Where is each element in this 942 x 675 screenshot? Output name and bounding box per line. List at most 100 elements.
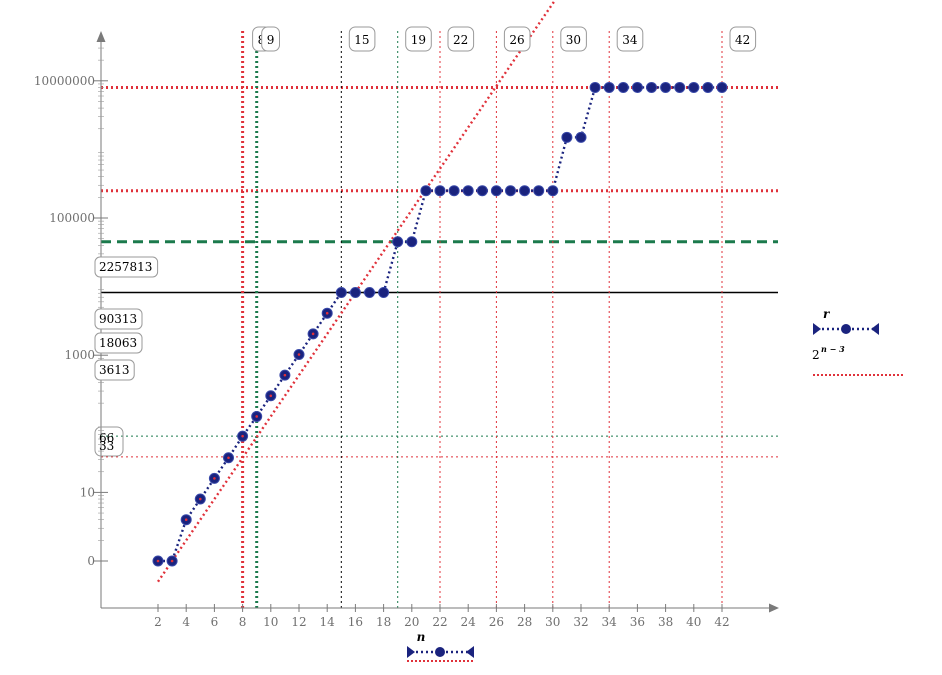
- legend-label-power-exponent: n − 3: [821, 344, 845, 354]
- series-power-overlay-11: [283, 373, 287, 377]
- x-tick-label-34: 34: [602, 615, 618, 629]
- series-r-point-37: [646, 81, 657, 93]
- series-r-point-42: [716, 81, 728, 93]
- v-marker-label-9: 9: [267, 33, 275, 47]
- v-marker-label-box-26: [503, 26, 531, 52]
- v-marker-label-34: 34: [622, 33, 638, 47]
- x-tick-label-14: 14: [320, 615, 336, 629]
- vertical-marker-labels: 8915192226303442: [252, 26, 757, 52]
- x-tick-label-24: 24: [461, 615, 477, 629]
- x-axis-legend-swatch: [407, 646, 474, 658]
- h-marker-label-box-3613: [94, 359, 135, 381]
- y-tick-label-10: 10: [80, 485, 95, 499]
- x-tick-label-30: 30: [545, 615, 560, 629]
- x-tick-label-38: 38: [658, 615, 673, 629]
- series-r-point-15: [335, 287, 347, 299]
- x-axis-title-group: n: [407, 630, 474, 662]
- series-r-point-38: [660, 81, 672, 93]
- series-r-point-31: [561, 131, 573, 143]
- x-tick-label-36: 36: [630, 615, 645, 629]
- series-r-point-29: [533, 185, 545, 197]
- v-marker-label-26: 26: [509, 33, 524, 47]
- v-marker-label-30: 30: [566, 33, 581, 47]
- x-tick-label-20: 20: [404, 615, 419, 629]
- v-marker-label-box-30: [560, 26, 587, 52]
- x-tick-label-2: 2: [154, 615, 162, 629]
- v-marker-label-box-19: [405, 26, 432, 52]
- series-r-line: [158, 86, 722, 563]
- series-power-overlay-10: [269, 394, 273, 398]
- x-tick-label-4: 4: [182, 615, 190, 629]
- legend-r-right-cap: [871, 323, 879, 335]
- x-tick-label-8: 8: [239, 615, 247, 629]
- x-tick-label-42: 42: [714, 615, 729, 629]
- series-power-overlay-8: [241, 434, 244, 438]
- x-tick-label-40: 40: [686, 615, 701, 629]
- series-power-overlay-3: [170, 559, 174, 563]
- x-tick-label-10: 10: [263, 615, 278, 629]
- x-tick-label-28: 28: [517, 615, 532, 629]
- legend: r 2 n − 3: [812, 307, 905, 376]
- x-tick-label-18: 18: [376, 615, 391, 629]
- series-r-point-36: [631, 81, 643, 93]
- series-layer: [152, 0, 728, 583]
- x-ticks: 2 4 6 8 10 12 14 16 18 20 22 24 26 28 30 32 34 36 38 40 42: [154, 604, 730, 629]
- h-marker-label-box-90313: [94, 308, 143, 330]
- x-swatch-r-marker: [435, 647, 445, 657]
- series-power-line: [157, 0, 557, 583]
- series-r-point-21: [420, 185, 432, 197]
- series-r-point-22: [434, 185, 446, 197]
- h-marker-label-18063: 18063: [99, 336, 137, 350]
- h-marker-label-3613: 3613: [99, 363, 130, 377]
- series-r-point-25: [476, 185, 488, 197]
- x-axis-arrow-icon: [769, 603, 779, 613]
- y-minor-ticks: [98, 47, 104, 541]
- y-axis-arrow-icon: [96, 31, 106, 42]
- x-tick-label-32: 32: [573, 615, 588, 629]
- series-r-point-33: [589, 81, 601, 93]
- h-marker-label-box-18063: [94, 332, 143, 354]
- series-power-overlay-7: [227, 456, 230, 460]
- y-ticks: 0101000100000100000001000000000100000000…: [34, 74, 108, 568]
- v-marker-label-19: 19: [411, 33, 426, 47]
- y-tick-label-1000: 1000: [64, 348, 95, 362]
- series-r-point-32: [575, 131, 587, 143]
- x-axis-title: n: [417, 630, 426, 644]
- series-r-point-18: [378, 287, 390, 299]
- series-r-point-34: [603, 81, 615, 93]
- axes: [96, 31, 779, 613]
- series-r-point-19: [392, 236, 404, 248]
- series-r-point-41: [702, 81, 714, 93]
- series-r-point-26: [490, 185, 502, 197]
- v-marker-label-box-22: [447, 26, 475, 52]
- v-marker-label-box-9: [261, 26, 281, 52]
- series-power-overlay-13: [311, 332, 315, 336]
- series-r-point-35: [617, 81, 629, 93]
- legend-label-r: r: [823, 307, 831, 321]
- x-swatch-right-cap: [466, 646, 474, 658]
- x-tick-label-22: 22: [432, 615, 447, 629]
- series-power-overlay-6: [213, 477, 216, 480]
- series-power-overlay-9: [255, 415, 258, 418]
- h-marker-label-box-66-33: [94, 426, 124, 457]
- series-power-overlay-14: [325, 311, 329, 315]
- series-r-point-39: [674, 81, 686, 93]
- h-marker-label-33: 33: [99, 439, 114, 453]
- legend-r-left-cap: [813, 323, 821, 335]
- vertical-marker-layer: [241, 31, 723, 608]
- y-tick-label-0: 0: [87, 554, 95, 568]
- h-marker-label-box-2257813: [94, 256, 159, 278]
- x-tick-label-12: 12: [291, 615, 306, 629]
- series-power-overlay-12: [297, 353, 301, 356]
- series-r-point-27: [505, 185, 516, 197]
- v-marker-label-box-15: [348, 26, 376, 52]
- series-r-point-24: [462, 185, 474, 197]
- x-tick-label-26: 26: [489, 615, 504, 629]
- legend-label-power-base: 2: [812, 348, 820, 362]
- series-r-point-40: [688, 81, 700, 93]
- x-tick-label-6: 6: [211, 615, 219, 629]
- legend-r-marker: [841, 324, 851, 334]
- y-tick-label-10000000: 10000000: [34, 74, 95, 88]
